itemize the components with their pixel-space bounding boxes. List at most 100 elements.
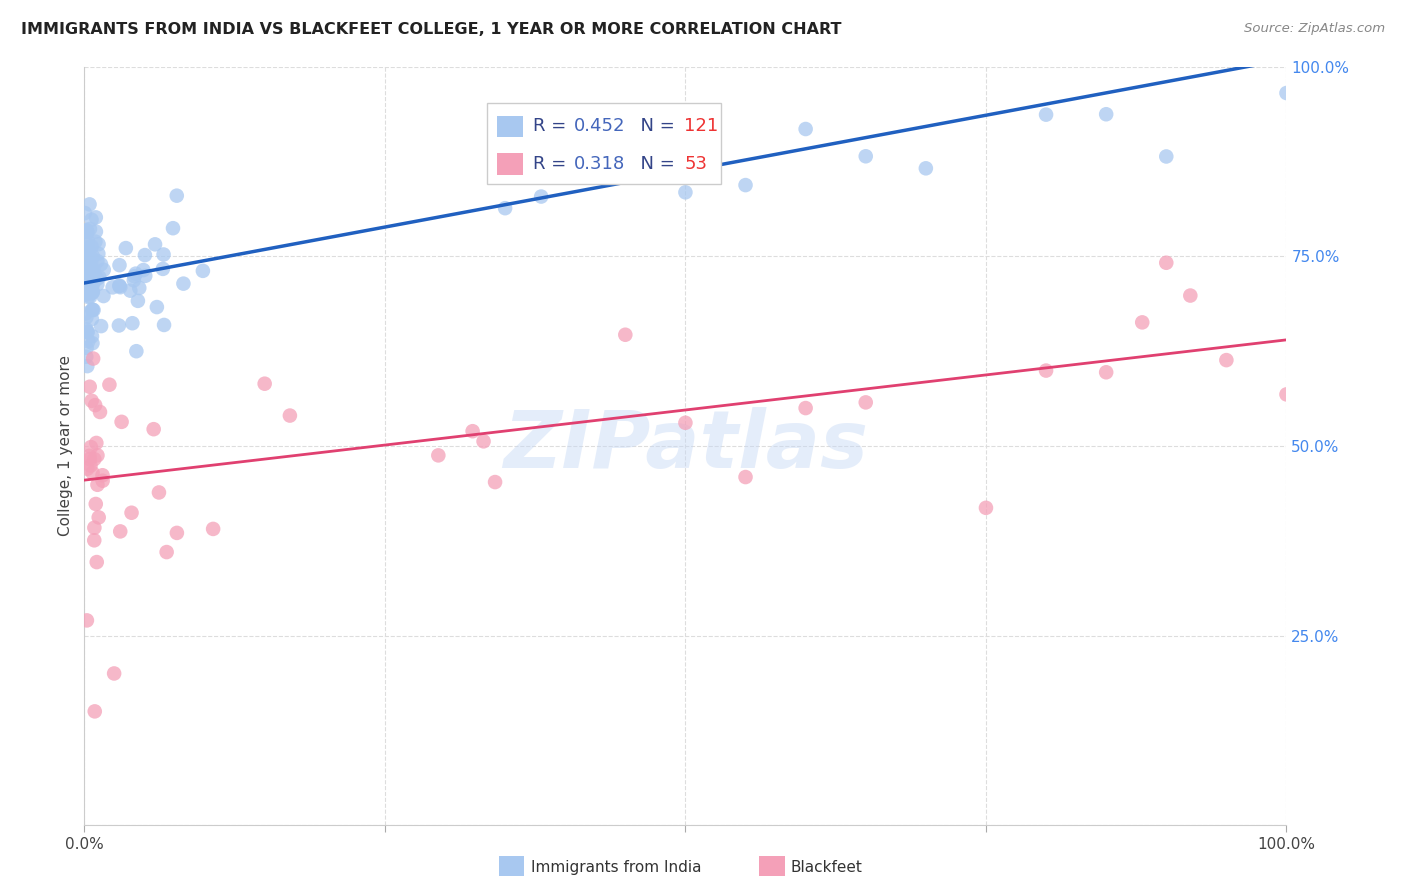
Point: [134, 248, 156, 262]
Point: [121, 506, 143, 520]
Point: [166, 188, 188, 202]
Point: [79, 265, 101, 279]
Point: [76, 242, 98, 256]
Point: [79, 267, 101, 281]
Point: [83, 263, 105, 277]
Point: [80, 266, 103, 280]
Point: [79, 260, 101, 275]
Point: [75, 224, 97, 238]
Point: [675, 186, 697, 200]
Point: [80, 239, 103, 253]
Text: Immigrants from India: Immigrants from India: [531, 861, 702, 875]
Point: [1180, 288, 1202, 302]
Point: [82, 302, 104, 317]
Point: [80, 256, 103, 270]
Point: [110, 280, 132, 294]
Point: [110, 524, 132, 539]
Point: [83, 705, 105, 719]
Point: [172, 277, 194, 291]
Point: [73, 206, 96, 220]
Point: [75, 270, 97, 285]
Point: [614, 146, 637, 161]
Point: [82, 466, 104, 480]
Point: [530, 189, 553, 203]
Point: [115, 241, 138, 255]
Point: [82, 285, 104, 299]
Point: [76, 245, 98, 260]
Point: [80, 251, 103, 265]
Point: [73, 243, 96, 257]
Point: [77, 240, 100, 254]
Point: [76, 281, 98, 295]
Point: [1156, 256, 1178, 270]
Point: [128, 281, 150, 295]
Point: [80, 393, 103, 408]
Point: [76, 325, 98, 339]
Point: [675, 416, 697, 430]
Point: [915, 161, 938, 176]
Point: [108, 279, 131, 293]
Point: [76, 225, 98, 239]
Point: [253, 376, 276, 391]
Point: [77, 235, 100, 249]
Text: R =: R =: [533, 118, 572, 136]
Point: [614, 327, 637, 342]
Point: [83, 521, 105, 535]
Point: [278, 409, 301, 423]
Point: [974, 500, 997, 515]
Point: [554, 169, 576, 183]
Point: [153, 318, 176, 332]
Point: [89, 270, 111, 285]
Point: [83, 533, 105, 548]
Point: [76, 325, 98, 339]
Point: [494, 201, 516, 215]
Point: [83, 452, 105, 467]
Point: [82, 351, 104, 366]
Point: [77, 259, 100, 273]
Point: [125, 344, 148, 359]
Point: [80, 440, 103, 454]
Point: [75, 223, 97, 237]
Point: [79, 452, 101, 467]
Point: [82, 336, 104, 351]
Point: [89, 405, 111, 419]
Point: [75, 272, 97, 286]
Point: [202, 522, 225, 536]
Point: [76, 273, 98, 287]
Point: [156, 545, 179, 559]
Point: [87, 246, 110, 260]
Point: [734, 470, 756, 484]
Point: [101, 280, 124, 294]
Point: [86, 555, 108, 569]
Point: [87, 510, 110, 524]
Point: [1035, 108, 1057, 122]
Point: [75, 287, 97, 301]
Point: [855, 149, 877, 163]
Point: [82, 302, 104, 317]
Point: [472, 434, 495, 449]
Point: [578, 141, 600, 155]
Point: [110, 415, 132, 429]
Point: [152, 247, 174, 261]
Point: [77, 290, 100, 304]
Point: [146, 300, 169, 314]
Bar: [496, 116, 523, 137]
Point: [142, 422, 165, 436]
Point: [77, 277, 100, 292]
Point: [120, 284, 142, 298]
Point: [124, 269, 146, 284]
Point: [79, 278, 101, 293]
Text: IMMIGRANTS FROM INDIA VS BLACKFEET COLLEGE, 1 YEAR OR MORE CORRELATION CHART: IMMIGRANTS FROM INDIA VS BLACKFEET COLLE…: [21, 22, 842, 37]
Point: [75, 230, 97, 244]
Point: [86, 254, 108, 268]
Point: [79, 264, 101, 278]
Text: N =: N =: [628, 118, 681, 136]
Point: [76, 225, 98, 239]
Point: [83, 268, 105, 282]
Point: [974, 52, 997, 67]
Point: [121, 316, 143, 330]
Point: [86, 448, 108, 462]
Point: [93, 263, 115, 277]
Point: [77, 242, 100, 256]
Point: [122, 273, 145, 287]
